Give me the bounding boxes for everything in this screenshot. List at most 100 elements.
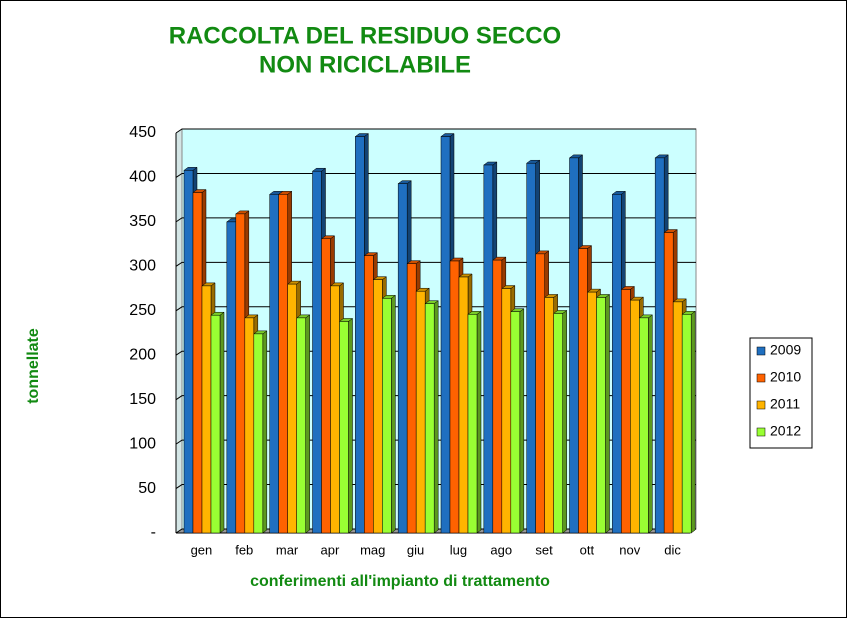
bar-front: [339, 321, 349, 534]
bar-side: [605, 293, 610, 534]
bar-side: [476, 310, 482, 534]
bar-side: [219, 311, 225, 534]
legend-label: 2011: [770, 396, 800, 412]
grid-line: [175, 528, 696, 534]
bar-front: [535, 253, 545, 534]
bar: [338, 317, 354, 534]
y-tick-label: 50: [138, 480, 156, 497]
legend-label: 2009: [770, 342, 801, 358]
bar: [295, 314, 311, 534]
bar: [381, 294, 397, 534]
bar-front: [587, 291, 597, 534]
x-tick-label: giu: [407, 542, 424, 557]
bar-front: [553, 313, 563, 534]
bar-front: [467, 314, 478, 534]
bar-front: [449, 260, 460, 534]
x-tick-label: lug: [450, 542, 467, 557]
bar: [595, 293, 611, 534]
bar-front: [639, 317, 649, 534]
bar: [210, 311, 225, 534]
bar-side: [433, 300, 439, 534]
bar-front: [569, 157, 579, 534]
y-axis-label: tonnellate: [25, 328, 42, 404]
bar-front: [287, 283, 297, 534]
x-tick-label: mag: [360, 542, 385, 557]
grid-line: [175, 439, 696, 445]
bar-front: [681, 314, 692, 534]
grid-line: [175, 128, 696, 134]
y-tick-label: 150: [129, 391, 156, 408]
bar-front: [253, 333, 264, 534]
bar-front: [269, 194, 279, 534]
bar-side: [391, 294, 396, 534]
y-tick-label: 200: [129, 346, 156, 363]
chart-title: NON RICICLABILE: [259, 51, 471, 78]
x-tick-label: feb: [235, 542, 253, 557]
x-tick-label: apr: [321, 542, 340, 557]
bar-front: [621, 289, 631, 534]
bar-front: [501, 288, 512, 534]
bar: [253, 330, 268, 534]
bar-front: [578, 248, 588, 534]
bar: [424, 300, 439, 534]
y-tick-label: 350: [129, 213, 156, 230]
legend-label: 2012: [770, 423, 801, 439]
bar-front: [355, 136, 365, 534]
bar-front: [440, 136, 451, 534]
bar-front: [321, 238, 331, 534]
bar-front: [544, 297, 554, 534]
bar-front: [330, 285, 340, 534]
bar-side: [348, 317, 353, 534]
bar-side: [262, 330, 268, 534]
bar-front: [510, 311, 521, 534]
y-tick-label: -: [151, 524, 156, 541]
y-tick-label: 100: [129, 435, 156, 452]
x-tick-label: set: [535, 542, 553, 557]
y-tick-label: 250: [129, 302, 156, 319]
x-tick-label: gen: [191, 542, 213, 557]
bar-side: [519, 308, 525, 534]
y-tick-label: 450: [129, 124, 156, 141]
bar-front: [663, 232, 674, 534]
grid-line: [175, 484, 696, 489]
x-tick-label: ott: [580, 542, 595, 557]
bar-front: [278, 194, 288, 534]
bar-side: [648, 314, 653, 534]
bar: [467, 310, 482, 534]
bar-front: [192, 192, 203, 534]
x-axis-label: conferimenti all'impianto di trattamento: [250, 573, 550, 590]
bar-front: [397, 183, 408, 534]
bar-front: [244, 317, 255, 534]
bar-front: [415, 290, 426, 534]
bar-side: [690, 310, 696, 534]
grid-line: [175, 350, 696, 356]
grid-line: [175, 217, 696, 223]
bar-front: [458, 276, 469, 534]
bar-front: [596, 297, 606, 534]
bar-front: [382, 298, 392, 534]
bar-front: [201, 285, 212, 534]
bar-front: [654, 157, 665, 534]
bar-side: [562, 309, 567, 534]
bar: [681, 310, 696, 534]
y-tick-label: 400: [129, 169, 156, 186]
bar-front: [235, 213, 246, 534]
bar-front: [312, 170, 322, 534]
bar-front: [483, 164, 494, 534]
bar-front: [424, 303, 435, 534]
bar-front: [406, 263, 417, 534]
grid-line: [175, 395, 696, 401]
legend-swatch: [756, 400, 766, 410]
chart-title: RACCOLTA DEL RESIDUO SECCO: [169, 22, 561, 49]
x-tick-label: mar: [276, 542, 299, 557]
bar-front: [210, 314, 221, 534]
grid-line: [175, 172, 696, 178]
legend-swatch: [756, 373, 766, 383]
y-tick-label: 300: [129, 258, 156, 275]
bar-front: [296, 317, 306, 534]
legend-swatch: [756, 346, 766, 356]
bar: [552, 309, 568, 534]
bar-side: [305, 314, 310, 534]
grid-line: [175, 261, 696, 267]
